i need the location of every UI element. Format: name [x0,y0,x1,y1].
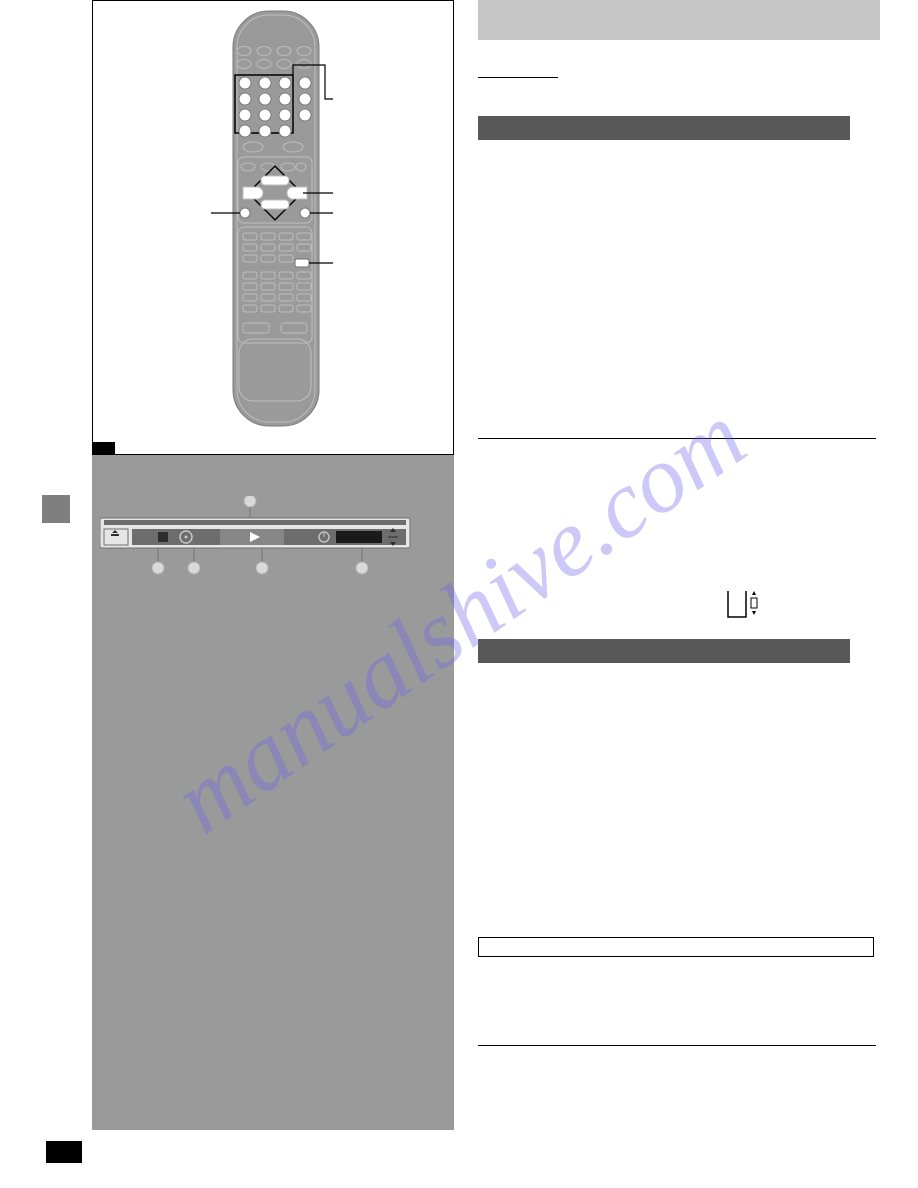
numpad-button [299,109,311,121]
display [336,531,382,543]
front-panel-svg [100,496,448,586]
text-gap-2 [478,439,880,589]
text-gap-4 [478,957,880,1045]
page-number-block [46,1141,82,1163]
up-arrow [752,591,756,595]
disc-dot [185,536,188,539]
numpad-button [279,93,291,105]
callouts [152,548,368,574]
remote-diagram-box [92,0,454,455]
stop-icon [158,532,168,542]
numpad-button [239,125,251,137]
section-band-1 [478,116,850,140]
numpad-button [259,77,271,89]
dpad-down [261,200,289,209]
left-small-button [240,208,250,218]
numpad-button [239,109,251,121]
numpad-button [279,125,291,137]
numpad-button [239,77,251,89]
page-root: manualshive.com [0,0,918,1188]
eject-bar [111,534,119,536]
dpad-up [261,176,289,185]
text-gap-3 [478,663,880,937]
section-band-2 [478,639,850,663]
left-column [92,0,456,455]
open-square-icon [726,589,760,619]
numpad-button [259,125,271,137]
right-column [478,0,880,1046]
numpad-button [259,109,271,121]
highlighted-button [295,259,309,267]
outline-box [478,937,874,957]
side-gray-tab [42,495,70,523]
numpad-button [259,93,271,105]
numpad-button [239,93,251,105]
right-small-button [300,208,310,218]
numpad-button [279,109,291,121]
numpad-button [279,77,291,89]
dpad-left [243,187,263,199]
numpad-button [299,77,311,89]
numpad-button [299,93,311,105]
remote-svg [93,1,455,456]
down-arrow [752,611,756,615]
pre-band-gap [478,589,880,639]
title-band-light [478,0,880,40]
text-gap-1 [478,140,880,438]
top-callout-circle [244,496,256,507]
underline [478,60,558,78]
rule-2 [478,1045,876,1046]
disc-slot [104,520,406,525]
